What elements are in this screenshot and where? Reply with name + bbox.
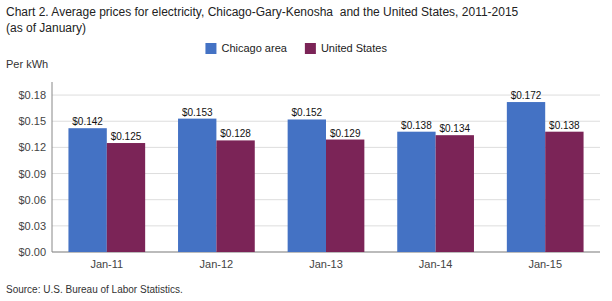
- data-label: $0.138: [401, 120, 432, 131]
- y-tick-label: $0.09: [18, 168, 46, 180]
- data-label: $0.142: [72, 116, 103, 127]
- bar: [545, 132, 583, 252]
- bar: [216, 140, 254, 252]
- y-tick-label: $0.03: [18, 220, 46, 232]
- data-label: $0.129: [330, 128, 361, 139]
- x-tick-label: Jan-11: [90, 258, 123, 270]
- y-tick-label: $0.00: [18, 246, 46, 258]
- legend-swatch: [205, 43, 216, 54]
- y-tick-label: $0.15: [18, 115, 46, 127]
- x-tick-label: Jan-13: [309, 258, 343, 270]
- source-note: Source: U.S. Bureau of Labor Statistics.: [6, 284, 183, 295]
- data-label: $0.152: [292, 107, 323, 118]
- grid: [52, 95, 600, 252]
- y-axis-line: [52, 82, 53, 252]
- legend-swatch: [305, 43, 316, 54]
- x-tick-label: Jan-14: [419, 258, 453, 270]
- y-tick-label: $0.18: [18, 89, 46, 101]
- legend-entry: United States: [321, 42, 388, 54]
- y-tick-label: $0.06: [18, 194, 46, 206]
- data-label: $0.128: [220, 128, 251, 139]
- bar: [178, 119, 216, 252]
- data-label: $0.125: [111, 131, 142, 142]
- y-axis-label: Per kWh: [6, 58, 48, 70]
- x-tick-label: Jan-12: [200, 258, 234, 270]
- bar: [68, 128, 106, 252]
- legend: Chicago area United States: [205, 42, 387, 54]
- chart: Chart 2. Average prices for electricity,…: [0, 0, 612, 301]
- data-label: $0.153: [182, 107, 213, 118]
- data-label: $0.172: [511, 90, 542, 101]
- bar: [326, 140, 364, 252]
- subtitle: (as of January): [6, 21, 86, 35]
- title: Chart 2. Average prices for electricity,…: [6, 5, 519, 19]
- y-tick-label: $0.12: [18, 141, 46, 153]
- data-label: $0.134: [439, 123, 470, 134]
- bar: [107, 143, 145, 252]
- data-labels: $0.142 $0.153 $0.152 $0.138 $0.172 $0.125 $0.1…: [72, 90, 580, 142]
- data-label: $0.138: [549, 120, 580, 131]
- x-tick-label: Jan-15: [528, 258, 562, 270]
- bars: [68, 102, 583, 252]
- bar: [436, 135, 474, 252]
- bar: [507, 102, 545, 252]
- bar: [288, 119, 326, 252]
- bar: [397, 132, 435, 252]
- legend-entry: Chicago area: [221, 42, 287, 54]
